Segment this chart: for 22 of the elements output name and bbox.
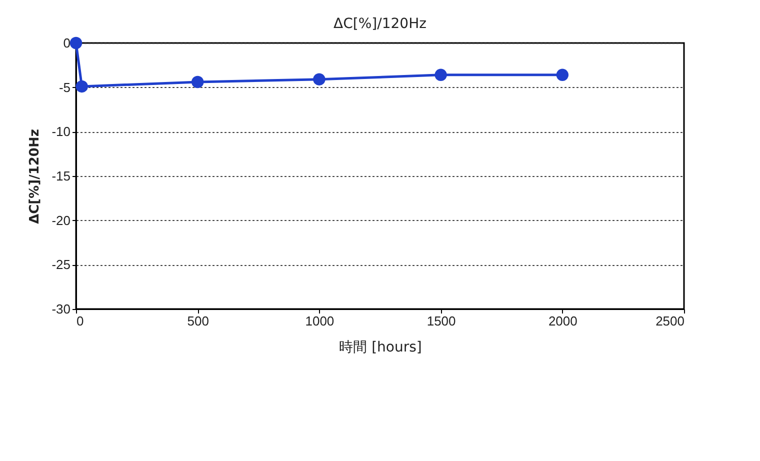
x-tick-label: 500 [187,314,209,328]
y-tick-label: -5 [58,80,70,95]
chart-title: ΔC[%]/120Hz [334,16,426,32]
x-tick-label: 0 [76,314,84,328]
x-tick-label: 1500 [426,314,456,328]
y-tick-label: -20 [52,212,70,228]
point [434,68,447,82]
x-tick-label: 2500 [656,314,684,328]
y-axis-title: ΔC[%]/120Hz [28,129,43,224]
point [191,76,204,88]
point [313,73,326,86]
point [76,80,88,93]
y-tick-label: 0 [63,36,70,50]
x-tick-label: 1000 [305,314,334,328]
y-tick-label: -30 [52,302,70,316]
x-tick-label: 2000 [548,314,578,328]
y-tick-label: -25 [52,257,70,272]
point [70,36,82,50]
y-tick-label: -10 [52,124,70,140]
x-axis-title: 時間 [hours] [339,340,422,356]
y-tick-label: -15 [52,168,70,184]
point [556,68,569,82]
